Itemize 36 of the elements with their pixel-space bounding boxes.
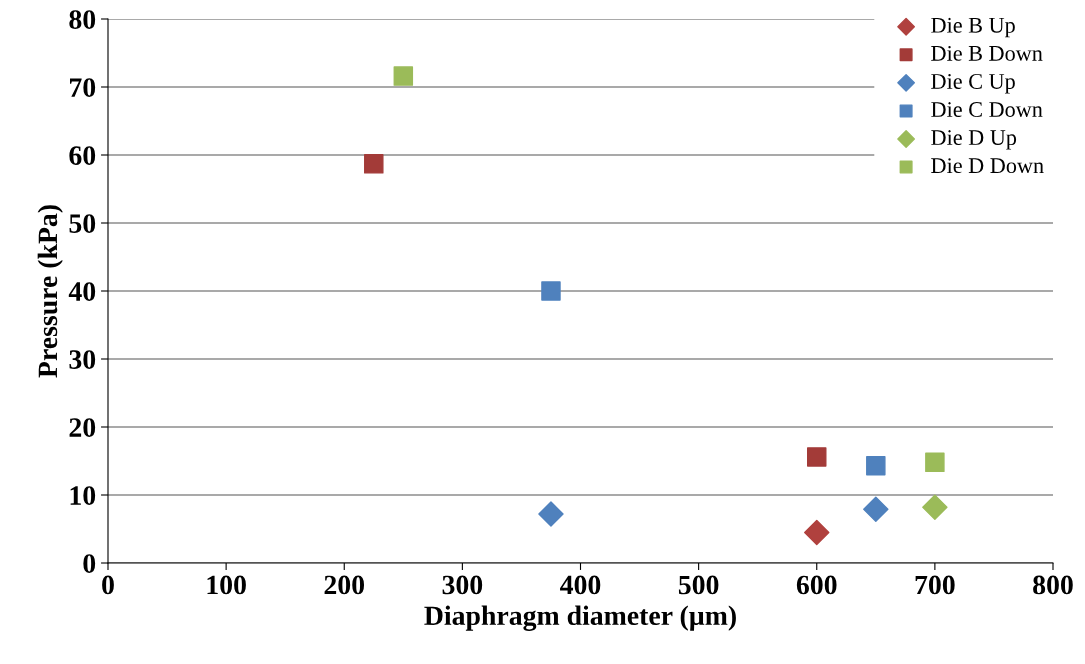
legend-label: Die D Down — [931, 158, 1044, 174]
point — [538, 501, 564, 527]
y-tick-label: 80 — [69, 10, 96, 29]
x-tick-label: 400 — [560, 575, 601, 595]
legend-label: Die B Up — [931, 17, 1015, 38]
point — [807, 447, 827, 467]
legend-label: Die D Up — [931, 130, 1017, 150]
x-tick-label: 0 — [102, 575, 114, 595]
point — [922, 494, 948, 520]
point — [541, 281, 561, 301]
point — [925, 452, 945, 473]
legend-label: Die B Down — [931, 45, 1043, 61]
y-axis-title: Pressure (kPa) — [37, 205, 63, 378]
point — [804, 519, 830, 546]
y-tick-label: 30 — [69, 350, 96, 369]
x-tick-label: 300 — [442, 575, 483, 595]
y-tick-label: 40 — [68, 282, 96, 301]
y-tick-label: 10 — [70, 486, 96, 505]
point — [364, 154, 384, 174]
x-tick-label: 600 — [796, 575, 837, 595]
x-tick-label: 800 — [1033, 575, 1073, 595]
x-tick-label: 100 — [207, 575, 246, 595]
y-tick-label: 60 — [69, 146, 96, 165]
legend-label: Die C Up — [931, 73, 1015, 94]
x-tick-label: 700 — [915, 575, 955, 595]
point — [863, 496, 889, 523]
x-tick-label: 500 — [678, 575, 719, 595]
y-tick-label: 70 — [70, 78, 96, 97]
point — [866, 456, 886, 476]
y-tick-label: 50 — [69, 214, 96, 233]
x-tick-label: 200 — [324, 575, 365, 595]
x-axis-title: Diaphragm diameter (µm) — [424, 605, 736, 631]
y-tick-label: 20 — [69, 418, 96, 437]
y-tick-label: 0 — [83, 554, 96, 573]
point — [393, 66, 414, 86]
legend-label: Die C Down — [931, 102, 1043, 117]
